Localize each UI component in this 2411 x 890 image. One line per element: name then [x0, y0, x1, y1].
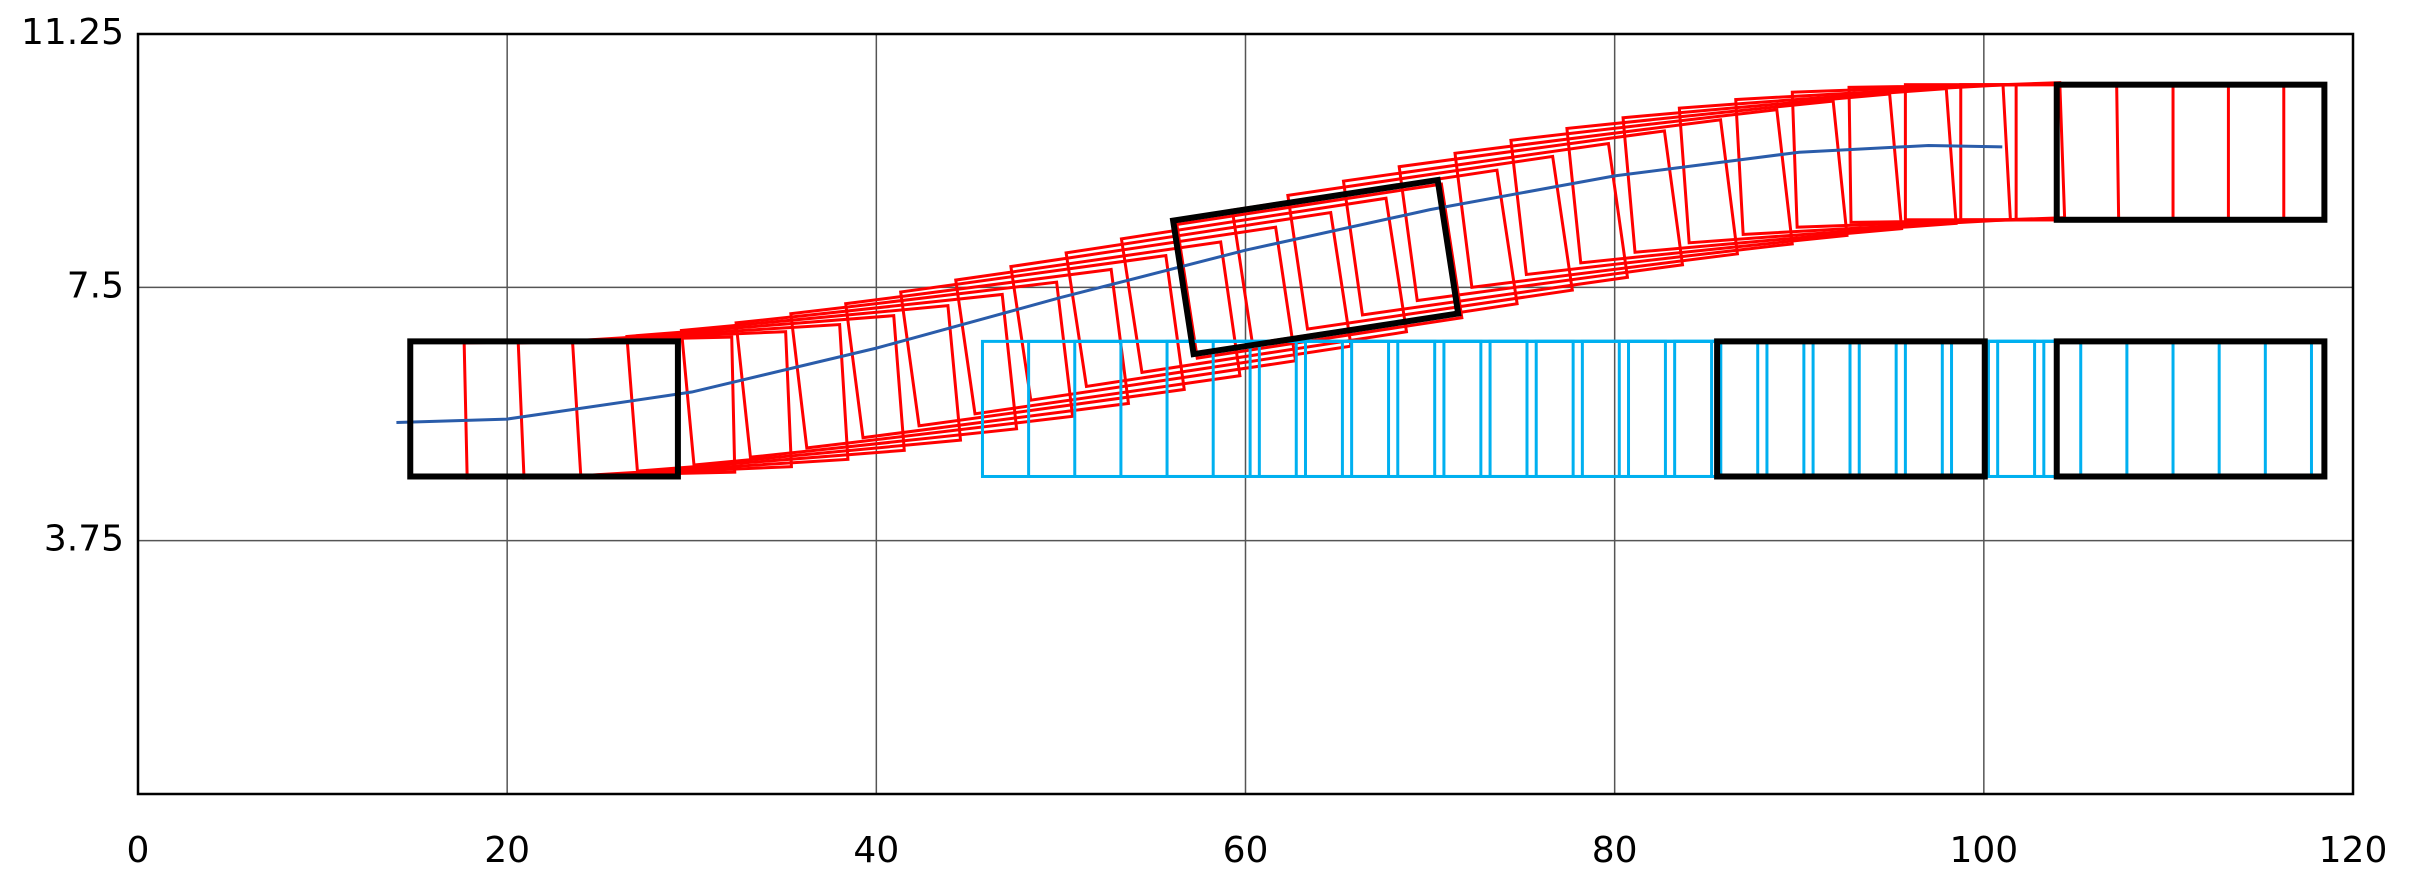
plot-frame — [136, 32, 2355, 796]
vehicle-box — [1950, 339, 2221, 478]
vehicle-box — [1811, 339, 2083, 478]
vehicle-box — [734, 292, 1019, 459]
x-tick-label: 120 — [2319, 830, 2388, 871]
y-tick-label: 7.5 — [67, 265, 124, 306]
vehicle-box — [1996, 339, 2267, 478]
vehicle-box — [1565, 99, 1849, 265]
vehicle-box — [898, 253, 1186, 428]
y-tick-label: 11.25 — [21, 12, 124, 53]
vehicle-box — [1677, 87, 1958, 245]
vehicle-box — [1857, 339, 2129, 478]
vehicle-box — [1169, 176, 1462, 358]
vehicle-box — [1765, 339, 2037, 478]
vehicle-box — [1959, 83, 2230, 222]
vehicle-box — [1719, 339, 1990, 478]
vehicle-box — [1442, 339, 1714, 478]
vehicle-box — [1286, 154, 1575, 331]
vehicle-box — [1175, 182, 1464, 360]
vehicle-box — [1903, 83, 2175, 222]
vehicle-box — [1453, 118, 1740, 289]
vehicle-box — [1534, 339, 1806, 478]
x-tick-label: 0 — [127, 830, 150, 871]
vehicle-box — [1903, 339, 2175, 478]
vehicle-box — [1396, 339, 1667, 478]
vehicle-box — [1397, 129, 1685, 303]
y-tick-label: 3.75 — [44, 519, 124, 560]
vehicle-box — [844, 267, 1131, 440]
vehicle-box — [1257, 339, 1529, 478]
vehicle-box — [954, 240, 1242, 416]
vehicle-box — [407, 338, 681, 480]
vehicle-box — [1627, 339, 1898, 478]
trajectory-line — [396, 143, 2003, 424]
vehicle-box — [625, 314, 906, 473]
vehicle-box — [1009, 225, 1298, 402]
x-tick-label: 40 — [853, 830, 899, 871]
vehicle-box — [1303, 339, 1575, 478]
vehicle-box — [1341, 141, 1630, 317]
vehicle-box — [1119, 196, 1409, 375]
x-tick-label: 100 — [1949, 830, 2018, 871]
vehicle-box — [789, 280, 1075, 450]
x-tick-label: 80 — [1592, 830, 1638, 871]
vehicle-box — [2053, 338, 2328, 480]
vehicle-box — [1734, 83, 2012, 237]
x-tick-label: 20 — [484, 830, 530, 871]
x-tick-label: 60 — [1223, 830, 1269, 871]
vehicle-box — [2053, 81, 2328, 223]
vehicle-box — [408, 339, 680, 478]
vehicle-box — [1621, 92, 1904, 254]
vehicle-box — [1509, 108, 1794, 277]
vehicle-box — [1064, 210, 1353, 389]
vehicle-box — [2042, 339, 2313, 478]
vehicle-box — [1714, 338, 1988, 480]
vehicle-box — [1350, 339, 1621, 478]
vehicle-box — [679, 303, 963, 467]
